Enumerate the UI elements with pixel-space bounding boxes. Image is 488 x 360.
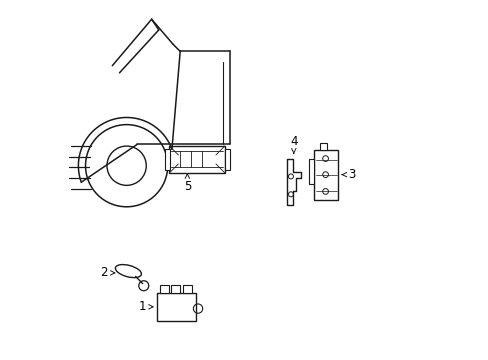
Bar (183, 285, 191, 293)
Bar (165, 149, 170, 170)
Bar (319, 143, 326, 150)
Text: 1: 1 (139, 300, 153, 313)
Bar (313, 150, 338, 200)
Bar (160, 285, 168, 293)
Bar (169, 146, 224, 173)
Text: 4: 4 (289, 135, 297, 153)
Text: 2: 2 (101, 266, 115, 279)
Text: 3: 3 (342, 168, 355, 181)
Bar (224, 149, 229, 170)
Text: 5: 5 (183, 174, 191, 193)
Bar (308, 158, 313, 184)
Bar (157, 293, 196, 321)
Bar (171, 285, 180, 293)
